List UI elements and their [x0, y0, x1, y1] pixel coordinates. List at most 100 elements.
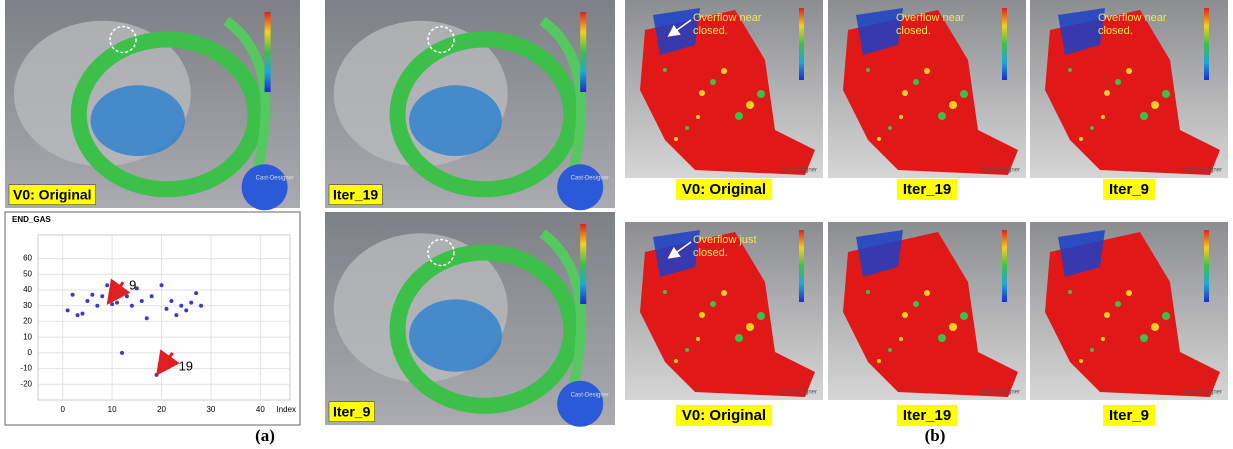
overflow-region — [1058, 230, 1105, 277]
image-note: Overflow near closed. — [1098, 12, 1167, 37]
casting-core — [409, 85, 502, 156]
annotation-label: 9 — [129, 278, 136, 293]
label-box — [896, 178, 958, 200]
fill-spot — [938, 334, 946, 342]
casting-ring — [70, 31, 264, 198]
x-tick-label: 30 — [206, 405, 215, 414]
annotation-label: 19 — [179, 358, 193, 373]
overflow-region — [856, 230, 903, 277]
casting-ring — [389, 31, 580, 198]
fill-spot — [735, 334, 743, 342]
casting-core — [409, 299, 502, 372]
fill-spot — [877, 359, 881, 363]
y-tick-label: 20 — [23, 317, 32, 326]
chart-title: END_GAS — [12, 215, 51, 224]
fill-spot — [710, 301, 716, 307]
colorbar — [799, 8, 804, 80]
point — [179, 303, 184, 308]
fill-spot — [960, 90, 968, 98]
fill-spot — [924, 290, 930, 296]
label-box — [328, 184, 383, 205]
y-tick-label: 10 — [23, 332, 32, 341]
watermark: Cast-Designer — [571, 176, 609, 182]
point — [134, 286, 139, 291]
watermark: Cast-Designer — [571, 393, 609, 399]
point — [149, 294, 154, 299]
y-tick-label: 40 — [23, 285, 32, 294]
chart-frame — [4, 211, 301, 426]
point — [115, 300, 120, 305]
point — [154, 372, 159, 377]
colorbar — [1204, 230, 1209, 302]
casting-ring — [389, 244, 580, 414]
x-tick-label: 40 — [256, 405, 265, 414]
point — [189, 300, 194, 305]
fill-spot — [949, 323, 957, 331]
fill-spot — [1090, 348, 1094, 352]
fill-spot — [888, 126, 892, 130]
caption-b: (b) — [925, 426, 946, 445]
point — [129, 303, 134, 308]
fill-spot — [1068, 290, 1072, 294]
image-label: V0: Original — [682, 181, 766, 198]
x-axis-label: Index — [276, 405, 296, 414]
fill-spot — [1162, 312, 1170, 320]
fill-spot — [913, 79, 919, 85]
fill-spot — [902, 90, 908, 96]
fill-spot — [1079, 359, 1083, 363]
label-box — [896, 404, 958, 426]
fill-spot — [699, 90, 705, 96]
image-note: Overflow just closed. — [693, 234, 757, 259]
fill-spot — [663, 68, 667, 72]
fill-spot — [1126, 68, 1132, 74]
image-note: Overflow near closed. — [896, 12, 965, 37]
point — [194, 291, 199, 296]
note-arrow — [667, 241, 692, 259]
fill-spot — [674, 137, 678, 141]
casting-core — [90, 85, 185, 156]
fill-spot — [888, 348, 892, 352]
fill-spot — [949, 101, 957, 109]
point — [90, 292, 95, 297]
point — [139, 299, 144, 303]
point — [95, 303, 100, 308]
sprue — [557, 380, 604, 427]
fill-spot — [866, 290, 870, 294]
point — [124, 294, 129, 299]
fill-spot — [721, 68, 727, 74]
point — [80, 311, 85, 316]
fill-spot — [1068, 68, 1072, 72]
colorbar — [580, 12, 587, 92]
fill-spot — [1140, 112, 1148, 120]
watermark: Cast-Designer — [982, 390, 1020, 396]
note-holder: Overflow near closed. — [1098, 12, 1167, 37]
y-tick-label: -10 — [20, 364, 32, 373]
fill-spot — [866, 68, 870, 72]
fill-spot — [663, 290, 667, 294]
annotation-arrow — [156, 349, 180, 376]
y-tick-label: 30 — [23, 301, 32, 310]
runner — [223, 16, 271, 179]
fill-spot — [757, 90, 765, 98]
point — [164, 306, 169, 311]
fill-spot — [721, 290, 727, 296]
image-note: Overflow near closed. — [693, 12, 762, 37]
y-tick-label: 0 — [28, 348, 33, 357]
fill-spot — [1104, 90, 1110, 96]
image-label: Iter_19 — [903, 181, 951, 198]
x-tick-label: 20 — [157, 405, 166, 414]
runner — [539, 16, 587, 179]
fill-spot — [899, 337, 903, 341]
point — [100, 294, 105, 299]
colorbar — [1002, 230, 1007, 302]
y-tick-label: -20 — [20, 379, 32, 388]
fill-spot — [1115, 301, 1121, 307]
fill-spot — [899, 115, 903, 119]
image-label: Iter_19 — [333, 187, 378, 203]
plot-area — [37, 234, 291, 401]
note-arrow — [667, 19, 692, 37]
fill-spot — [710, 79, 716, 85]
label-box — [1102, 404, 1156, 426]
casting — [640, 232, 815, 397]
